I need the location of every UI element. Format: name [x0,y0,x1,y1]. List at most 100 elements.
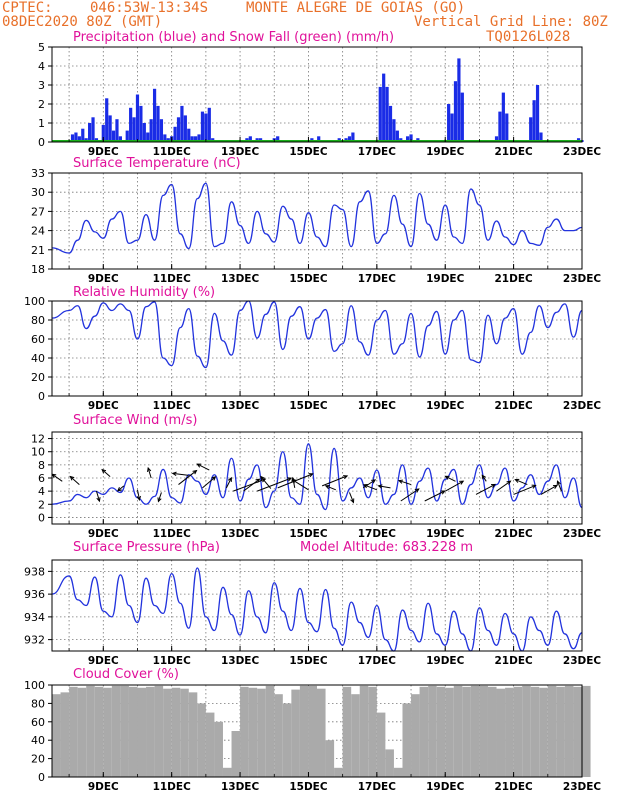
cloud-bar [334,767,343,777]
cloud-bar [317,688,326,777]
precip-bar [129,107,133,142]
x-tick-label: 17DEC [358,146,397,158]
precip-bar [248,136,252,142]
precip-bar [74,132,78,142]
wind-arrow [444,480,464,492]
cloud-bar [137,687,147,777]
cloud-bar [470,685,480,777]
panel-title: Surface Pressure (hPa) [73,540,220,555]
x-tick-label: 19DEC [426,655,465,667]
x-tick-label: 17DEC [358,781,397,793]
precip-bar [159,119,164,142]
x-tick-label: 21DEC [495,781,534,793]
wind-arrow [378,485,391,489]
precip-bar [149,119,153,142]
wind-arrow-head [552,484,558,489]
wind-arrow [260,476,272,489]
precip-bar [139,105,143,142]
cloud-bar [428,685,437,777]
cloud-bar [556,686,565,777]
y-tick-label: 932 [24,634,45,647]
precip-bar [77,136,81,142]
y-tick-label: 0 [38,390,45,403]
cloud-bar [453,685,463,777]
x-tick-label: 23DEC [563,146,602,158]
plot-frame [51,684,583,778]
panel-title: Relative Humidity (%) [73,285,215,300]
wind-arrow [95,490,100,502]
precip-bar [392,119,396,142]
precip-bar [176,117,181,142]
header-grid: Vertical Grid Line: 80Z [414,14,608,30]
x-tick-label: 11DEC [153,400,192,412]
x-tick-label: 15DEC [289,655,328,667]
precip-bar [105,98,109,142]
wind-arrow [225,477,232,489]
cloud-bar [462,686,471,777]
x-tick-label: 13DEC [221,273,260,285]
precip-bar [111,130,116,142]
y-tick-label: 80 [31,697,45,710]
cloud-bar [291,689,300,777]
cloud-bar [86,685,95,777]
wind-arrow-head [116,487,122,492]
x-tick-label: 9DEC [88,146,119,158]
wind-arrow [424,490,445,502]
x-tick-label: 21DEC [495,655,534,667]
cloud-bar [299,685,309,777]
cloud-bar [171,687,181,777]
cloud-bar [385,749,394,777]
precip-bar [450,113,454,142]
x-tick-label: 21DEC [495,146,534,158]
cloud-bar [402,703,412,777]
wind-arrow-head [324,485,330,490]
wind-arrow-head [157,497,162,503]
wind-arrow-head [260,475,265,481]
precip-bar [88,123,92,142]
x-tick-label: 9DEC [88,528,119,540]
wind-arrow [197,463,210,471]
y-tick-label: 936 [24,588,45,601]
wind-arrow-head [459,480,465,485]
precip-bar [460,92,464,142]
plot-frame [51,300,583,397]
y-tick-label: 4 [38,485,45,498]
cloud-bar [222,767,232,777]
precip-bar [152,88,157,142]
wind-arrow [243,478,260,492]
x-tick-label: 11DEC [153,781,192,793]
precip-bar [378,86,382,142]
precip-bar [101,124,105,142]
wind-arrow-head [481,474,486,480]
wind-arrow-head [362,483,368,489]
cloud-bar [146,686,155,777]
panel-5: Surface Pressure (hPa) Model Altitude: 68… [24,540,601,667]
cloud-bar [376,712,386,777]
x-tick-label: 17DEC [358,528,397,540]
x-tick-label: 13DEC [221,146,260,158]
x-tick-label: 13DEC [221,781,260,793]
y-tick-label: 60 [31,716,45,729]
wind-arrow-head [196,463,202,468]
cloud-bar [180,688,189,777]
cloud-bar [154,685,164,777]
x-tick-label: 11DEC [153,146,192,158]
plot-frame [51,431,583,525]
x-tick-label: 13DEC [221,400,260,412]
precip-bar [156,105,160,142]
y-tick-label: 6 [38,472,45,485]
precip-bar [453,81,458,142]
x-tick-label: 23DEC [563,528,602,540]
panel-annotation: Model Altitude: 683.228 m [300,540,473,555]
precip-bar [81,128,85,142]
wind-arrow [398,480,412,486]
wind-arrow-head [69,475,75,481]
series-line [51,300,583,369]
panel-title: Precipitation (blue) and Snow Fall (gree… [73,30,394,45]
wind-arrow [292,479,309,491]
wind-arrow [51,473,63,482]
cloud-bar [539,687,548,777]
cloud-bar [197,703,206,777]
precip-bar [135,94,140,142]
